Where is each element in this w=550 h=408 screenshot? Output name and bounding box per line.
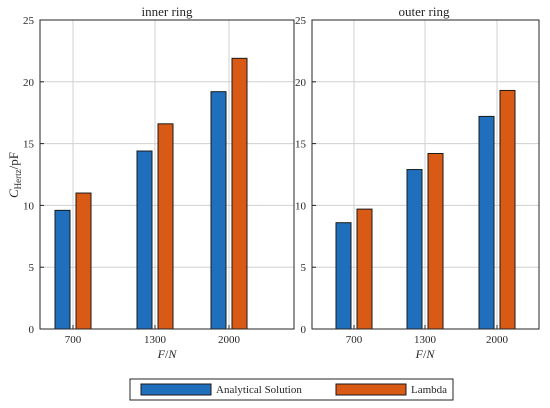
bar-analytical-700 bbox=[54, 209, 71, 330]
y-tick-label: 20 bbox=[295, 77, 307, 89]
legend-swatch-analytical bbox=[140, 383, 212, 396]
bars bbox=[335, 89, 516, 330]
y-tick-label: 15 bbox=[295, 139, 307, 151]
x-tick-label: 700 bbox=[346, 334, 363, 346]
panel-inner-ring: inner ring 0 5 10 15 20 25 700 1300 2000 F/N CH… bbox=[6, 4, 295, 361]
x-tick-label: 1300 bbox=[144, 334, 167, 346]
plot-frame bbox=[39, 19, 295, 330]
bar-analytical-1300 bbox=[406, 169, 423, 330]
bar-analytical-2000 bbox=[210, 91, 227, 330]
y-tick-label: 5 bbox=[301, 262, 307, 274]
y-tick-label: 0 bbox=[29, 324, 35, 336]
x-tick-label: 2000 bbox=[218, 334, 241, 346]
bar-analytical-700 bbox=[335, 222, 352, 330]
y-tick-label: 10 bbox=[23, 200, 35, 212]
x-tick-label: 2000 bbox=[486, 334, 509, 346]
y-tick-label: 20 bbox=[23, 77, 35, 89]
legend: Analytical Solution Lambda bbox=[129, 378, 454, 401]
x-axis-label: F/N bbox=[157, 347, 178, 361]
y-tick-label: 10 bbox=[295, 200, 307, 212]
y-tick-labels: 0 5 10 15 20 25 bbox=[23, 15, 44, 336]
y-tick-labels: 0 5 10 15 20 25 bbox=[295, 15, 316, 336]
x-tick-label: 700 bbox=[65, 334, 82, 346]
bar-lambda-1300 bbox=[427, 152, 444, 330]
y-tick-label: 25 bbox=[295, 15, 307, 27]
x-tick-label: 1300 bbox=[414, 334, 437, 346]
x-tick-labels: 700 1300 2000 bbox=[65, 325, 241, 346]
y-tick-label: 0 bbox=[301, 324, 307, 336]
panel-title: outer ring bbox=[399, 4, 450, 19]
y-tick-label: 5 bbox=[29, 262, 35, 274]
bar-lambda-700 bbox=[75, 192, 92, 330]
bar-analytical-1300 bbox=[136, 150, 153, 330]
bars bbox=[54, 57, 248, 330]
x-tick-labels: 700 1300 2000 bbox=[346, 325, 509, 346]
legend-label-analytical: Analytical Solution bbox=[216, 384, 302, 396]
bar-analytical-2000 bbox=[478, 115, 495, 330]
panel-title: inner ring bbox=[142, 4, 193, 19]
y-axis-label: CHertz/pF bbox=[6, 152, 23, 198]
y-tick-label: 15 bbox=[23, 139, 35, 151]
bar-lambda-700 bbox=[356, 208, 373, 330]
bar-lambda-2000 bbox=[231, 57, 248, 330]
bar-lambda-2000 bbox=[499, 89, 516, 330]
legend-label-lambda: Lambda bbox=[411, 384, 447, 396]
legend-swatch-lambda bbox=[335, 383, 407, 396]
y-tick-label: 25 bbox=[23, 15, 35, 27]
panel-outer-ring: outer ring 0 5 10 15 20 25 700 1300 2000 F/N bbox=[295, 4, 540, 361]
bar-lambda-1300 bbox=[157, 123, 174, 330]
x-axis-label: F/N bbox=[415, 347, 436, 361]
